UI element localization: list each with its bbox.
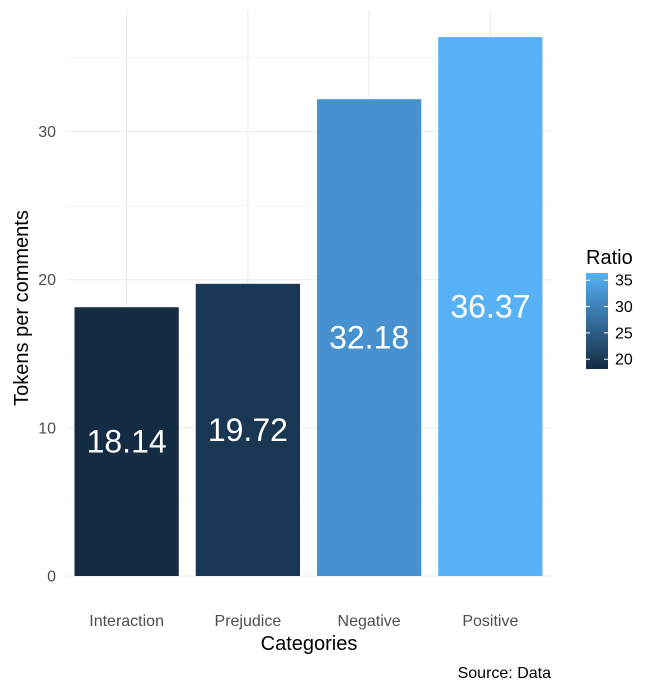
caption: Source: Data [458, 665, 551, 682]
bar-value-label: 19.72 [208, 412, 288, 448]
y-axis-title: Tokens per comments [11, 210, 33, 406]
bar-value-label: 18.14 [87, 424, 167, 460]
bar [438, 37, 543, 576]
bar-value-label: 32.18 [329, 320, 409, 356]
bar [74, 307, 179, 576]
legend-tick-labels: 20 25 30 35 [586, 273, 633, 369]
x-tick-label: Negative [338, 613, 401, 630]
bar [316, 99, 422, 576]
y-tick-label: 10 [38, 420, 56, 437]
bar-value-label: 36.37 [450, 289, 530, 325]
legend-colorbar [586, 273, 608, 369]
x-tick-label: Positive [462, 613, 518, 630]
y-tick-label: 0 [47, 569, 56, 586]
legend: Ratio 20 25 30 35 [586, 247, 633, 369]
legend-tick-label: 35 [615, 273, 633, 290]
bars [74, 37, 543, 576]
legend-tick-label: 20 [615, 352, 633, 369]
y-axis-tick-labels: 0 10 20 30 [38, 124, 56, 586]
y-tick-label: 20 [38, 272, 56, 289]
bar [195, 283, 301, 576]
x-tick-label: Prejudice [215, 613, 282, 630]
legend-tick-label: 30 [615, 299, 633, 316]
legend-title: Ratio [586, 247, 633, 269]
y-tick-label: 30 [38, 124, 56, 141]
x-axis-title: Categories [261, 633, 358, 655]
x-axis-tick-labels: Interaction Prejudice Negative Positive [89, 613, 518, 630]
x-tick-label: Interaction [89, 613, 164, 630]
legend-tick-label: 25 [615, 325, 633, 342]
bar-value-labels: 18.14 19.72 32.18 36.37 [87, 289, 531, 460]
